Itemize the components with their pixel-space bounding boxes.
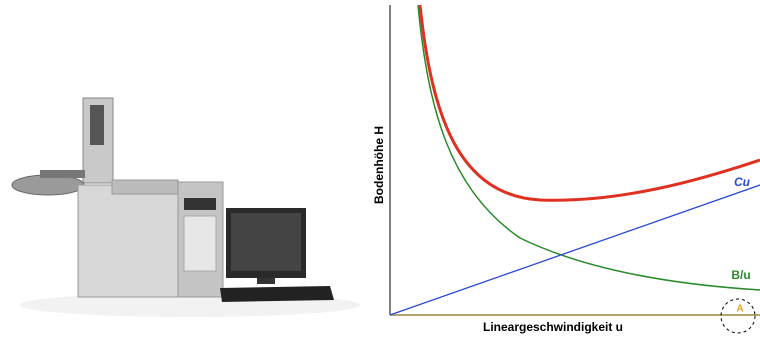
y-axis-label: Bodenhöhe H [372, 126, 386, 204]
b-over-u-label: B/u [731, 268, 750, 282]
x-axis-label: Lineargeschwindigkeit u [483, 320, 623, 334]
a-label: A [736, 304, 743, 315]
cu-line [390, 185, 760, 315]
instrument-photo [12, 98, 360, 317]
h-curve [420, 5, 760, 200]
page: Bodenhöhe H Lineargeschwindigkeit u Cu B… [0, 0, 760, 338]
b-over-u-curve [418, 5, 760, 290]
cu-label: Cu [734, 175, 751, 189]
